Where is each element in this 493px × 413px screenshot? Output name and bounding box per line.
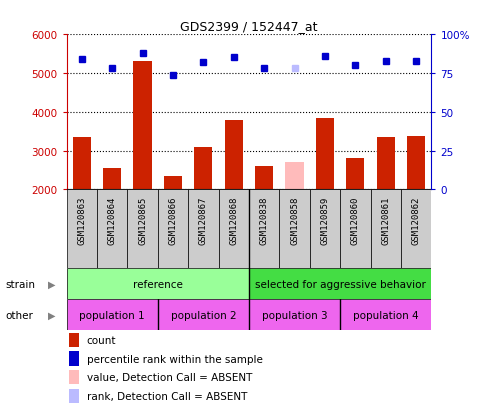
Text: ▶: ▶ (48, 310, 55, 320)
Text: count: count (87, 335, 116, 345)
Bar (97, 190, 127, 268)
Text: value, Detection Call = ABSENT: value, Detection Call = ABSENT (87, 373, 252, 382)
Text: selected for aggressive behavior: selected for aggressive behavior (255, 279, 425, 289)
Bar (69, 389, 79, 404)
Text: rank, Detection Call = ABSENT: rank, Detection Call = ABSENT (87, 392, 247, 401)
Text: GSM120866: GSM120866 (169, 196, 177, 244)
Bar (285, 163, 304, 190)
Text: GSM120864: GSM120864 (107, 196, 117, 244)
Text: GSM120868: GSM120868 (229, 196, 238, 244)
Bar (371, 190, 401, 268)
Bar (158, 190, 188, 268)
Bar (127, 190, 158, 268)
Bar (401, 190, 431, 268)
Text: percentile rank within the sample: percentile rank within the sample (87, 354, 263, 363)
Bar (69, 333, 79, 347)
Bar (316, 119, 334, 190)
Text: reference: reference (133, 279, 183, 289)
Bar (134, 62, 152, 190)
Bar (158, 299, 249, 330)
Text: GSM120861: GSM120861 (381, 196, 390, 244)
Bar (310, 190, 340, 268)
Bar (249, 190, 280, 268)
Text: population 3: population 3 (262, 310, 327, 320)
Text: GSM120867: GSM120867 (199, 196, 208, 244)
Bar (67, 268, 249, 299)
Text: GSM120863: GSM120863 (77, 196, 86, 244)
Bar (255, 167, 273, 190)
Bar (340, 299, 431, 330)
Bar (67, 190, 97, 268)
Bar (249, 268, 431, 299)
Bar (346, 158, 364, 190)
Text: GSM120859: GSM120859 (320, 196, 329, 244)
Bar (340, 190, 371, 268)
Bar (188, 190, 218, 268)
Text: population 4: population 4 (353, 310, 419, 320)
Bar (194, 147, 212, 190)
Bar (164, 176, 182, 190)
Text: GSM120862: GSM120862 (412, 196, 421, 244)
Text: GSM120838: GSM120838 (260, 196, 269, 244)
Text: GSM120858: GSM120858 (290, 196, 299, 244)
Text: other: other (5, 310, 33, 320)
Bar (67, 299, 158, 330)
Bar (225, 120, 243, 190)
Text: ▶: ▶ (48, 279, 55, 289)
Text: strain: strain (5, 279, 35, 289)
Bar (377, 138, 395, 190)
Text: GSM120865: GSM120865 (138, 196, 147, 244)
Bar (69, 370, 79, 385)
Text: population 1: population 1 (79, 310, 145, 320)
Bar (103, 169, 121, 190)
Bar (218, 190, 249, 268)
Text: GSM120860: GSM120860 (351, 196, 360, 244)
Bar (280, 190, 310, 268)
Bar (72, 138, 91, 190)
Text: population 2: population 2 (171, 310, 236, 320)
Bar (69, 351, 79, 366)
Title: GDS2399 / 152447_at: GDS2399 / 152447_at (180, 19, 317, 33)
Bar (407, 137, 425, 190)
Bar (249, 299, 340, 330)
